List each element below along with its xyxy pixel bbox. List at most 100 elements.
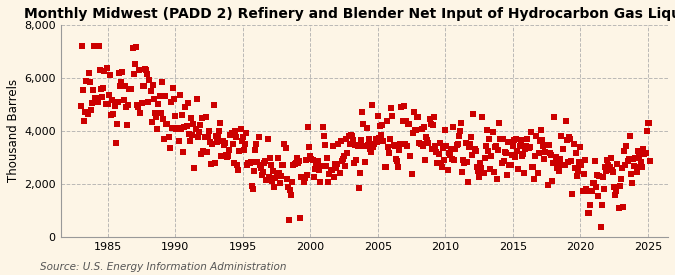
- Point: [437, 145, 448, 150]
- Point: [238, 134, 248, 139]
- Point: [440, 128, 451, 132]
- Point: [309, 167, 320, 171]
- Point: [368, 145, 379, 149]
- Point: [388, 143, 399, 147]
- Point: [204, 129, 215, 133]
- Point: [557, 163, 568, 168]
- Point: [140, 67, 151, 72]
- Point: [373, 114, 383, 119]
- Point: [354, 171, 365, 175]
- Point: [619, 149, 630, 153]
- Point: [138, 84, 149, 89]
- Point: [123, 103, 134, 107]
- Point: [116, 79, 127, 84]
- Point: [335, 139, 346, 143]
- Point: [501, 151, 512, 155]
- Point: [464, 142, 475, 146]
- Point: [100, 102, 111, 106]
- Point: [444, 153, 455, 157]
- Point: [489, 145, 500, 150]
- Point: [626, 172, 637, 176]
- Point: [240, 142, 250, 146]
- Point: [254, 163, 265, 168]
- Point: [376, 133, 387, 138]
- Point: [313, 158, 323, 163]
- Point: [151, 115, 161, 119]
- Point: [404, 122, 414, 127]
- Point: [587, 181, 598, 185]
- Point: [626, 181, 637, 185]
- Point: [645, 159, 655, 163]
- Point: [119, 84, 130, 88]
- Point: [470, 149, 481, 153]
- Point: [562, 160, 573, 164]
- Point: [591, 185, 601, 189]
- Point: [469, 147, 480, 151]
- Point: [140, 67, 151, 72]
- Point: [398, 104, 409, 108]
- Point: [369, 142, 380, 147]
- Point: [90, 96, 101, 100]
- Point: [481, 144, 491, 148]
- Point: [297, 175, 308, 180]
- Point: [456, 120, 466, 125]
- Point: [201, 150, 212, 154]
- Text: Source: U.S. Energy Information Administration: Source: U.S. Energy Information Administ…: [40, 262, 287, 272]
- Point: [494, 120, 505, 125]
- Point: [387, 114, 398, 118]
- Point: [292, 155, 302, 160]
- Point: [124, 87, 134, 91]
- Point: [522, 136, 533, 141]
- Point: [439, 158, 450, 162]
- Point: [434, 141, 445, 145]
- Point: [567, 192, 578, 196]
- Point: [154, 94, 165, 98]
- Point: [298, 180, 309, 184]
- Point: [630, 155, 641, 160]
- Point: [594, 174, 605, 178]
- Point: [259, 161, 269, 165]
- Point: [466, 135, 477, 140]
- Point: [380, 165, 391, 169]
- Point: [523, 146, 534, 151]
- Point: [359, 144, 370, 148]
- Point: [538, 144, 549, 148]
- Point: [504, 163, 515, 167]
- Point: [514, 144, 525, 148]
- Point: [446, 146, 456, 151]
- Point: [564, 135, 574, 139]
- Point: [379, 164, 390, 169]
- Point: [622, 159, 633, 163]
- Point: [153, 102, 164, 106]
- Point: [511, 136, 522, 141]
- Point: [367, 103, 377, 107]
- Point: [525, 130, 536, 134]
- Point: [520, 146, 531, 151]
- Point: [302, 125, 313, 129]
- Point: [221, 155, 232, 160]
- Point: [552, 161, 563, 166]
- Point: [408, 110, 419, 114]
- Point: [454, 134, 464, 139]
- Point: [250, 148, 261, 153]
- Point: [464, 145, 475, 149]
- Point: [198, 149, 209, 153]
- Point: [589, 159, 600, 163]
- Point: [306, 157, 317, 162]
- Point: [396, 105, 407, 110]
- Point: [491, 177, 502, 182]
- Point: [76, 104, 86, 109]
- Point: [402, 143, 412, 148]
- Point: [441, 144, 452, 148]
- Point: [370, 137, 381, 141]
- Point: [586, 189, 597, 193]
- Point: [310, 164, 321, 168]
- Point: [339, 153, 350, 158]
- Point: [620, 163, 630, 167]
- Point: [549, 115, 560, 120]
- Point: [182, 100, 193, 105]
- Point: [157, 80, 167, 85]
- Point: [319, 134, 329, 139]
- Point: [555, 157, 566, 161]
- Point: [613, 205, 624, 210]
